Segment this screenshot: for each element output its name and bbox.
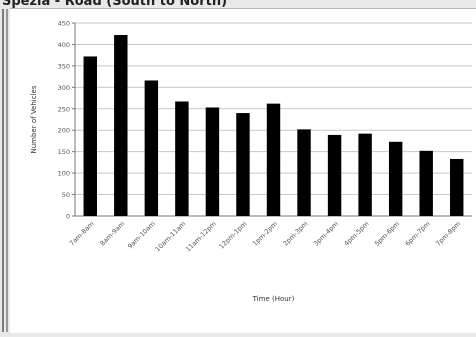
bar-3pm-4pm [327,134,342,216]
x-tick-label: 5pm-6pm [373,220,401,248]
y-tick-label: 0 [66,213,70,221]
bar-1pm-2pm [266,103,281,216]
chart-frame: 0 50 100 150 200 250 300 350 400 450 7am-8am 8am-9… [10,8,476,333]
y-axis-label: Number of Vehicles [30,85,38,153]
bar-5pm-6pm [388,141,403,216]
bar-chart: 0 50 100 150 200 250 300 350 400 450 7am-8am 8am-9… [30,20,472,303]
x-axis-label: Time (Hour) [252,295,295,303]
x-tick-label: 1pm-2pm [251,220,279,248]
x-tick-label: 12pm-1pm [217,220,248,251]
x-tick-labels: 7am-8am 8am-9am 9am-10am10am-11am11am-12pm… [68,220,462,254]
bar-6pm-7pm [419,150,433,216]
x-tick-label: 4pm-5pm [343,220,371,248]
x-tick-label: 7pm-8pm [434,220,462,248]
y-tick-label: 250 [58,105,70,113]
bar-4pm-5pm [358,133,372,216]
window-border-inner [6,9,8,332]
y-tick-labels: 0 50 100 150 200 250 300 350 400 450 [58,20,70,221]
x-tick-label: 8am-9am [98,220,126,248]
x-tick-label: 10am-11am [154,220,188,254]
x-tick-label: 9am-10am [126,220,157,251]
y-tick-label: 100 [58,170,70,178]
bar-7pm-8pm [450,158,464,216]
bar-7am-8am [83,56,97,216]
bar-11am-12pm [205,107,220,216]
bar-9am-10am [144,80,159,217]
gridlines [75,22,472,196]
y-tick-label: 50 [62,191,70,199]
window-border-outer [2,9,4,332]
y-tick-label: 400 [58,41,70,49]
y-tick-label: 150 [58,148,70,156]
x-tick-label: 6pm-7pm [404,220,432,248]
y-tick-label: 300 [58,84,70,92]
x-tick-label: 2pm-3pm [281,220,309,248]
bar-10am-11am [175,101,189,216]
bar-8am-9am [114,35,128,217]
bar-12pm-1pm [236,113,250,216]
x-tick-label: 3pm-4pm [312,220,340,248]
x-tick-label: 7am-8am [68,220,96,248]
y-tick-label: 350 [58,62,70,70]
chart-title: Spezia - Road (South to North) [2,0,228,9]
bar-2pm-3pm [297,129,311,216]
y-tick-label: 200 [58,127,70,135]
x-tick-label: 11am-12pm [184,220,218,254]
bars [83,35,464,217]
y-tick-label: 450 [58,20,70,28]
